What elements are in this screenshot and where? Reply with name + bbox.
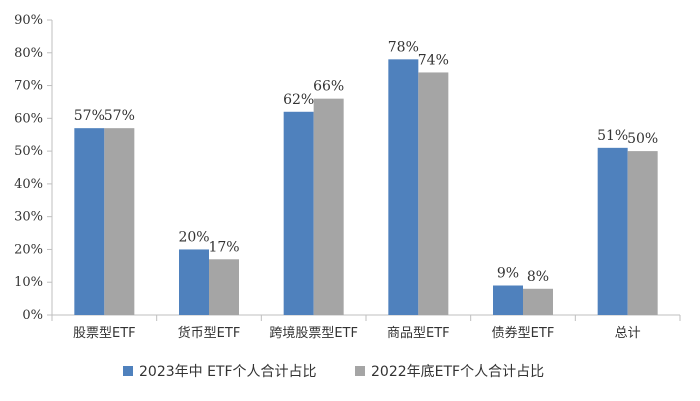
- y-tick-label: 70%: [14, 79, 43, 94]
- data-label: 57%: [104, 108, 135, 124]
- data-label: 62%: [283, 92, 314, 108]
- data-labels: 57% 20% 62% 78% 9% 51% 57% 17% 66% 74% 8% 50%: [74, 39, 658, 284]
- data-label: 51%: [597, 128, 628, 144]
- bar-series-1: [74, 128, 105, 315]
- y-tick-label: 80%: [14, 46, 43, 61]
- x-tick-label: 跨境股票型ETF: [269, 326, 358, 341]
- data-label: 57%: [74, 108, 105, 124]
- y-axis: 0% 10% 20% 30% 40% 50% 60% 70% 80% 90%: [14, 13, 53, 323]
- y-tick-label: 40%: [14, 177, 43, 192]
- legend-swatch: [355, 366, 365, 376]
- y-tick-label: 60%: [14, 111, 43, 126]
- bar-series-1: [179, 249, 209, 315]
- legend: 2023年中 ETF个人合计占比 2022年底ETF个人合计占比: [123, 364, 544, 380]
- data-label: 9%: [497, 266, 519, 282]
- bar-series-1: [283, 111, 314, 316]
- data-label: 17%: [208, 239, 239, 255]
- bar-series-1: [597, 147, 628, 315]
- y-tick-label: 20%: [14, 242, 43, 257]
- x-tick-label: 股票型ETF: [73, 326, 136, 341]
- data-label: 8%: [527, 269, 549, 285]
- x-tick-label: 总计: [615, 326, 641, 341]
- bar-series-1: [493, 285, 523, 315]
- data-label: 74%: [418, 52, 449, 68]
- legend-label: 2022年底ETF个人合计占比: [371, 364, 544, 380]
- bar-series-2: [523, 288, 553, 315]
- y-tick-label: 50%: [14, 144, 43, 159]
- y-tick-label: 0%: [22, 308, 43, 323]
- bar-series-2: [627, 151, 658, 315]
- legend-swatch: [123, 366, 133, 376]
- data-label: 66%: [313, 79, 344, 95]
- x-tick-label: 货币型ETF: [178, 325, 241, 341]
- bar-series-2: [313, 98, 344, 316]
- y-tick-label: 10%: [14, 275, 43, 290]
- data-label: 20%: [178, 229, 209, 245]
- y-tick-label: 90%: [14, 13, 43, 28]
- bar-series-2: [209, 259, 239, 315]
- x-tick-label: 商品型ETF: [387, 326, 450, 341]
- x-tick-label: 债券型ETF: [492, 325, 555, 341]
- legend-label: 2023年中 ETF个人合计占比: [139, 364, 317, 380]
- data-label: 78%: [388, 39, 419, 55]
- data-label: 50%: [627, 131, 658, 147]
- bar-series-2: [418, 72, 449, 315]
- y-tick-label: 30%: [14, 210, 43, 225]
- x-axis: 股票型ETF 货币型ETF 跨境股票型ETF 商品型ETF 债券型ETF 总计: [51, 314, 681, 341]
- bars: [74, 59, 658, 316]
- bar-series-1: [388, 59, 419, 316]
- bar-series-2: [104, 128, 135, 315]
